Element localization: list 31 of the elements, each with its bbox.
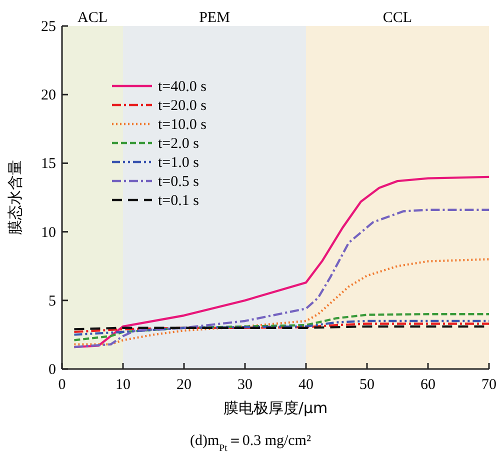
legend-label: t=10.0 s: [158, 117, 207, 133]
legend-label: t=1.0 s: [158, 155, 200, 171]
y-tick-label: 20: [41, 88, 56, 104]
x-tick-label: 60: [420, 377, 436, 393]
x-tick-label: 50: [360, 377, 374, 393]
x-tick-label: 20: [176, 377, 192, 393]
line-series: [73, 258, 490, 346]
legend-label: t=0.5 s: [158, 174, 200, 190]
y-tick-label: 0: [48, 362, 56, 378]
x-axis-title: 膜电极厚度/μm: [223, 399, 328, 417]
line-series: [73, 322, 490, 334]
x-tick-label: 10: [116, 377, 130, 393]
line-series: [73, 320, 490, 336]
y-tick-label: 10: [41, 224, 56, 241]
x-tick-label: 70: [482, 377, 496, 393]
y-tick-label: 25: [41, 19, 56, 35]
line-series: [73, 313, 490, 342]
legend-label: t=20.0 s: [158, 98, 207, 114]
legend-label: t=2.0 s: [158, 136, 200, 152]
y-axis-title: 膜态水含量: [6, 160, 24, 235]
line-series: [73, 208, 490, 348]
x-tick-label: 30: [238, 377, 252, 393]
y-tick-label: 5: [48, 293, 56, 310]
band-label: ACL: [78, 10, 108, 26]
band-label: CCL: [382, 10, 412, 26]
y-tick-label: 15: [41, 156, 56, 172]
x-tick-label: 40: [298, 377, 314, 393]
text: (d)m$_{Pt}$＝0.3 mg/cm²: [190, 433, 312, 454]
legend-label: t=40.0 s: [158, 79, 207, 95]
band-label: PEM: [199, 10, 230, 26]
legend-label: t=0.1 s: [158, 193, 200, 209]
